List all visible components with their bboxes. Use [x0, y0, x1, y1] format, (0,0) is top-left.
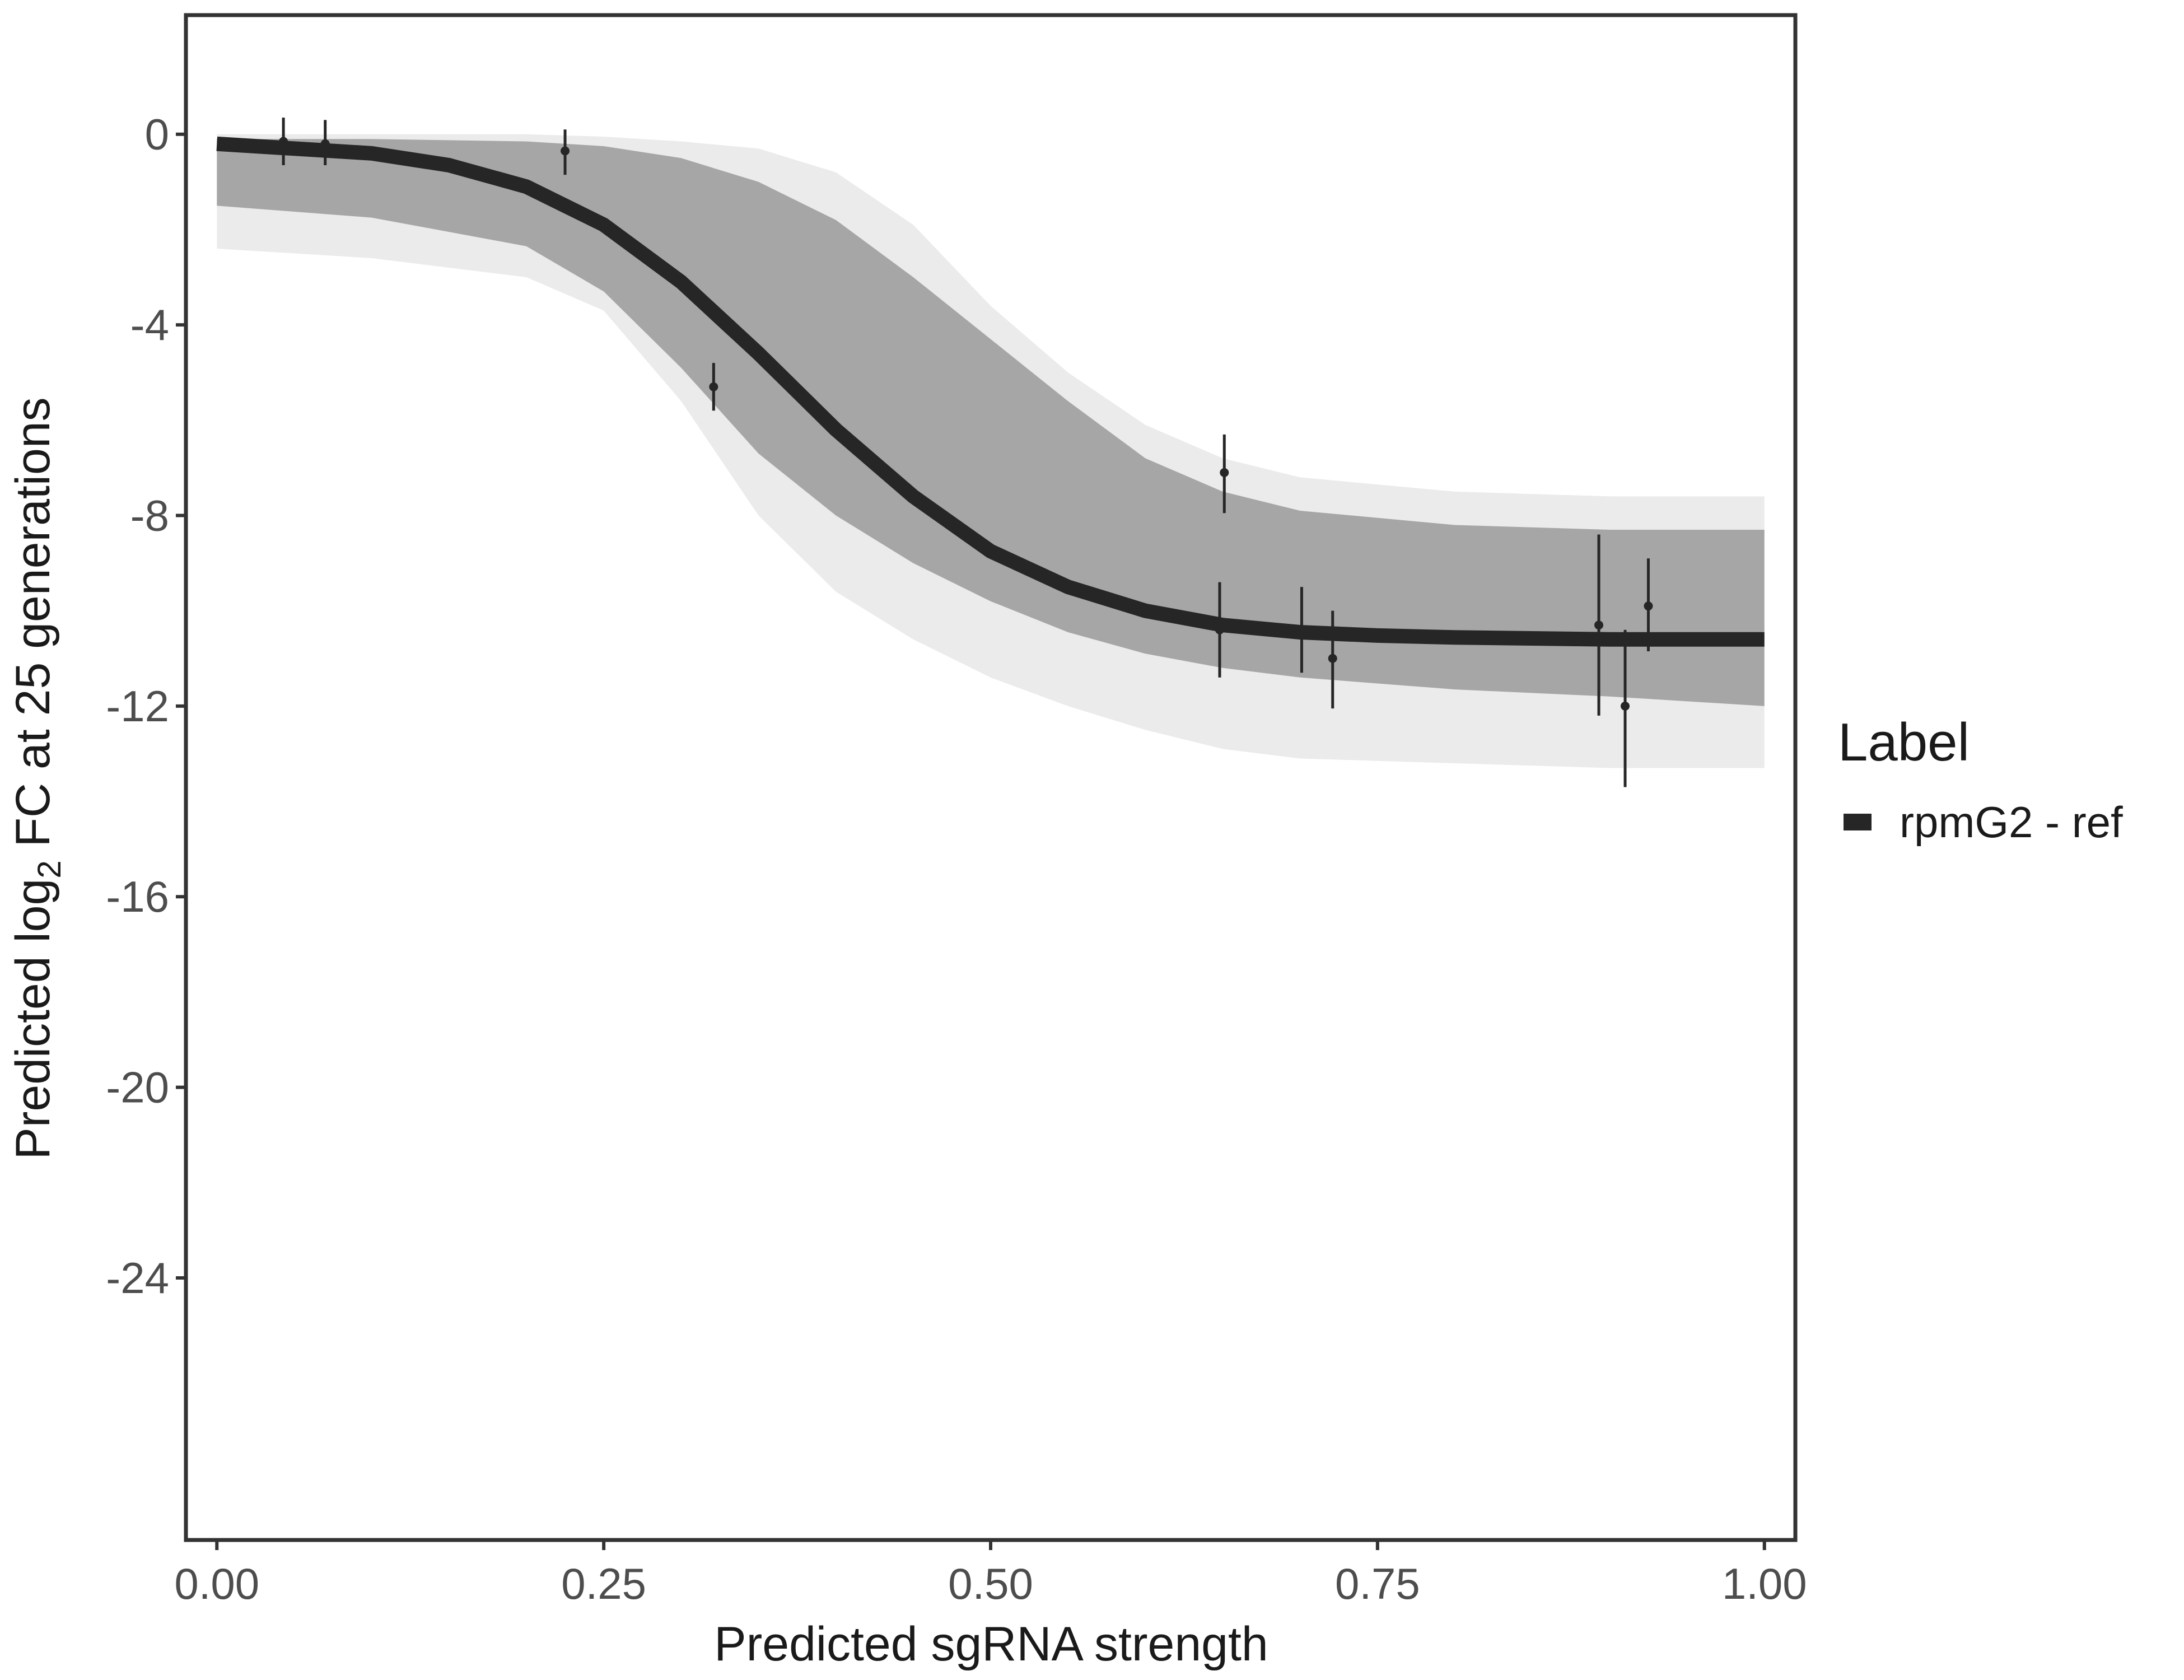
data-point-1 — [320, 139, 330, 148]
y-axis-title-suffix: FC at 25 generations — [6, 397, 60, 860]
y-axis-title-prefix: Predicted log — [6, 879, 60, 1160]
y-tick-label-1: -4 — [130, 300, 169, 349]
y-tick-label-2: -8 — [130, 491, 169, 540]
data-point-10 — [1644, 601, 1653, 611]
legend-label-rpmG2-ref: rpmG2 - ref — [1900, 797, 2123, 847]
y-tick-label-5: -20 — [106, 1063, 169, 1112]
x-tick-label-3: 0.75 — [1335, 1559, 1420, 1608]
axes: 0.00 0.25 0.50 0.75 1.00 0 -4 -8 -12 -16 -20 -24 — [106, 13, 1807, 1608]
data-point-9 — [1621, 701, 1630, 711]
y-axis-title-subscript: 2 — [31, 860, 68, 878]
y-axis-title: Predicted log2 FC at 25 generations — [6, 397, 68, 1159]
y-tick-label-6: -24 — [106, 1253, 169, 1303]
legend: Label rpmG2 - ref — [1838, 712, 2123, 847]
data-point-3 — [709, 382, 718, 391]
data-point-4 — [1215, 625, 1224, 634]
plot-area — [216, 117, 1765, 787]
posterior-band — [217, 139, 1765, 706]
data-point-0 — [279, 137, 288, 146]
y-tick-label-0: 0 — [145, 110, 169, 159]
x-tick-label-1: 0.25 — [561, 1559, 646, 1608]
legend-title: Label — [1838, 712, 1970, 772]
x-tick-label-4: 1.00 — [1722, 1559, 1807, 1608]
y-tick-label-3: -12 — [106, 682, 169, 731]
data-point-7 — [1328, 654, 1337, 663]
x-axis-title: Predicted sgRNA strength — [714, 1617, 1268, 1671]
x-tick-label-2: 0.50 — [948, 1559, 1033, 1608]
x-tick-label-0: 0.00 — [174, 1559, 259, 1608]
fitted-curve-0 — [216, 136, 1765, 647]
data-point-8 — [1594, 620, 1604, 630]
y-tick-label-4: -16 — [106, 872, 169, 921]
data-point-6 — [1297, 625, 1306, 634]
data-point-5 — [1220, 468, 1229, 477]
data-point-2 — [561, 146, 570, 156]
